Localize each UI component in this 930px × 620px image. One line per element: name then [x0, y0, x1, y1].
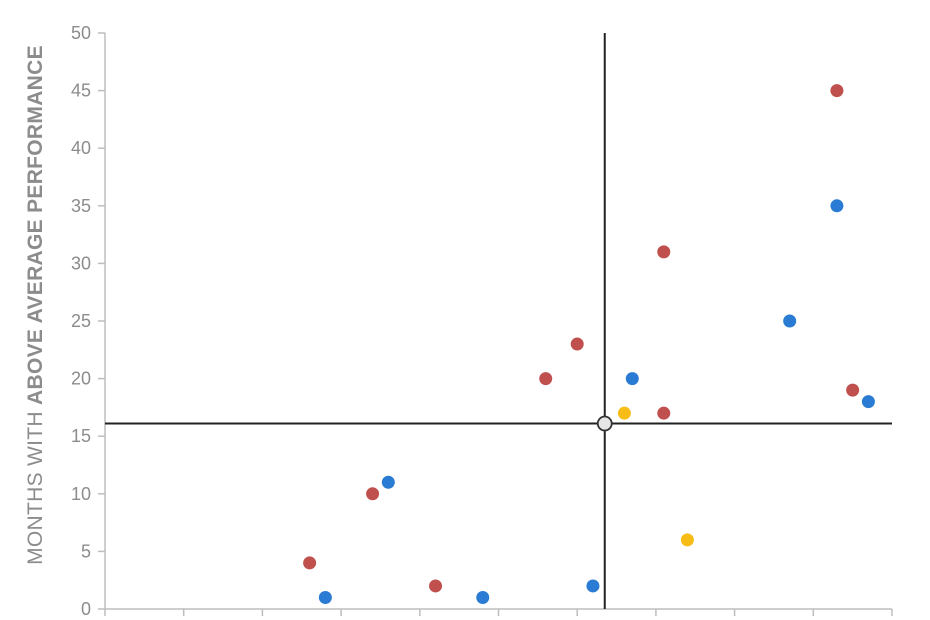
blue-data-point	[381, 475, 395, 489]
blue-data-point	[830, 199, 844, 213]
red-data-point	[366, 487, 380, 501]
y-axis-label-prefix: MONTHS WITH	[24, 405, 47, 565]
blue-data-point	[318, 590, 332, 604]
crosshair	[105, 33, 892, 609]
y-tick-label: 0	[81, 599, 91, 619]
y-tick-label: 40	[71, 138, 91, 158]
red-data-point	[539, 372, 553, 386]
axes	[98, 32, 893, 616]
blue-data-point	[476, 590, 490, 604]
blue-data-point	[586, 579, 600, 593]
blue-data-point	[783, 314, 797, 328]
y-tick-label: 30	[71, 253, 91, 273]
y-tick-label: 35	[71, 196, 91, 216]
red-data-point	[303, 556, 317, 570]
y-tick-labels: 0 5 10 15 20 25 30 35 40 45 50	[71, 23, 91, 619]
red-data-point	[570, 337, 584, 351]
red-data-point	[429, 579, 443, 593]
red-data-point	[657, 245, 671, 259]
crosshair-center-marker	[596, 415, 613, 432]
y-tick-label: 20	[71, 369, 91, 389]
y-tick-label: 25	[71, 311, 91, 331]
red-data-point	[657, 406, 671, 420]
blue-data-point	[625, 372, 639, 386]
blue-data-point	[861, 395, 875, 409]
y-tick-label: 5	[81, 541, 91, 561]
y-tick-label: 10	[71, 484, 91, 504]
yellow-data-point	[617, 406, 631, 420]
red-data-point	[846, 383, 860, 397]
data-points	[303, 84, 875, 604]
y-tick-label: 50	[71, 23, 91, 43]
y-tick-label: 15	[71, 426, 91, 446]
y-axis-label: MONTHS WITH ABOVE AVERAGE PERFORMANCE	[24, 45, 47, 565]
y-tick-label: 45	[71, 81, 91, 101]
red-data-point	[830, 84, 844, 98]
yellow-data-point	[680, 533, 694, 547]
y-axis-label-bold: ABOVE AVERAGE PERFORMANCE	[24, 45, 47, 405]
